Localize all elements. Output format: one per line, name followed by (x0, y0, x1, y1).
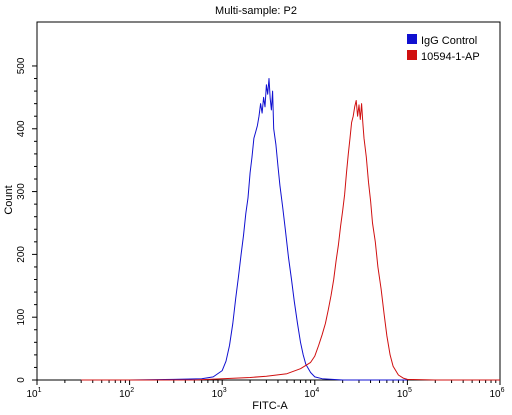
chart-title: Multi-sample: P2 (215, 5, 297, 17)
x-tick-label-base: 10 (119, 389, 131, 400)
x-tick-label-exponent: 3 (223, 387, 227, 394)
x-tick-label-base: 10 (489, 389, 501, 400)
legend-label: IgG Control (421, 35, 477, 47)
x-tick-label-exponent: 4 (315, 387, 319, 394)
x-tick-label: 102 (119, 387, 134, 400)
x-tick-label-base: 10 (26, 389, 38, 400)
y-axis-title: Count (3, 185, 15, 214)
series-layer (81, 78, 500, 381)
x-tick-label: 103 (212, 387, 227, 400)
y-axis: 0 100 200 300 400 500 (16, 57, 37, 383)
y-tick-label: 200 (16, 246, 27, 263)
legend-swatch (407, 34, 417, 44)
x-tick-label: 106 (489, 387, 504, 400)
y-tick-label: 300 (16, 183, 27, 200)
x-tick-label-exponent: 5 (408, 387, 412, 394)
y-tick-label: 100 (16, 308, 27, 325)
y-tick-label: 500 (16, 57, 27, 74)
series-line-antibody (81, 100, 500, 381)
legend: IgG Control 10594-1-AP (407, 34, 480, 63)
series-line-igg-control (81, 78, 408, 381)
y-tick-label: 400 (16, 120, 27, 137)
x-tick-label: 105 (397, 387, 412, 400)
x-tick-label-exponent: 2 (130, 387, 134, 394)
x-tick-label-base: 10 (212, 389, 224, 400)
legend-label: 10594-1-AP (421, 51, 480, 63)
legend-swatch (407, 50, 417, 60)
x-tick-label-base: 10 (304, 389, 316, 400)
plot-frame (36, 21, 501, 381)
x-tick-label-base: 10 (397, 389, 409, 400)
x-tick-label-exponent: 1 (38, 387, 42, 394)
x-tick-label-exponent: 6 (501, 387, 505, 394)
y-tick-label: 0 (16, 377, 27, 383)
x-tick-label: 101 (26, 387, 41, 400)
x-tick-label: 104 (304, 387, 319, 400)
x-axis-title: FITC-A (252, 400, 288, 412)
x-axis: 101 102 103 104 105 106 (26, 380, 505, 400)
